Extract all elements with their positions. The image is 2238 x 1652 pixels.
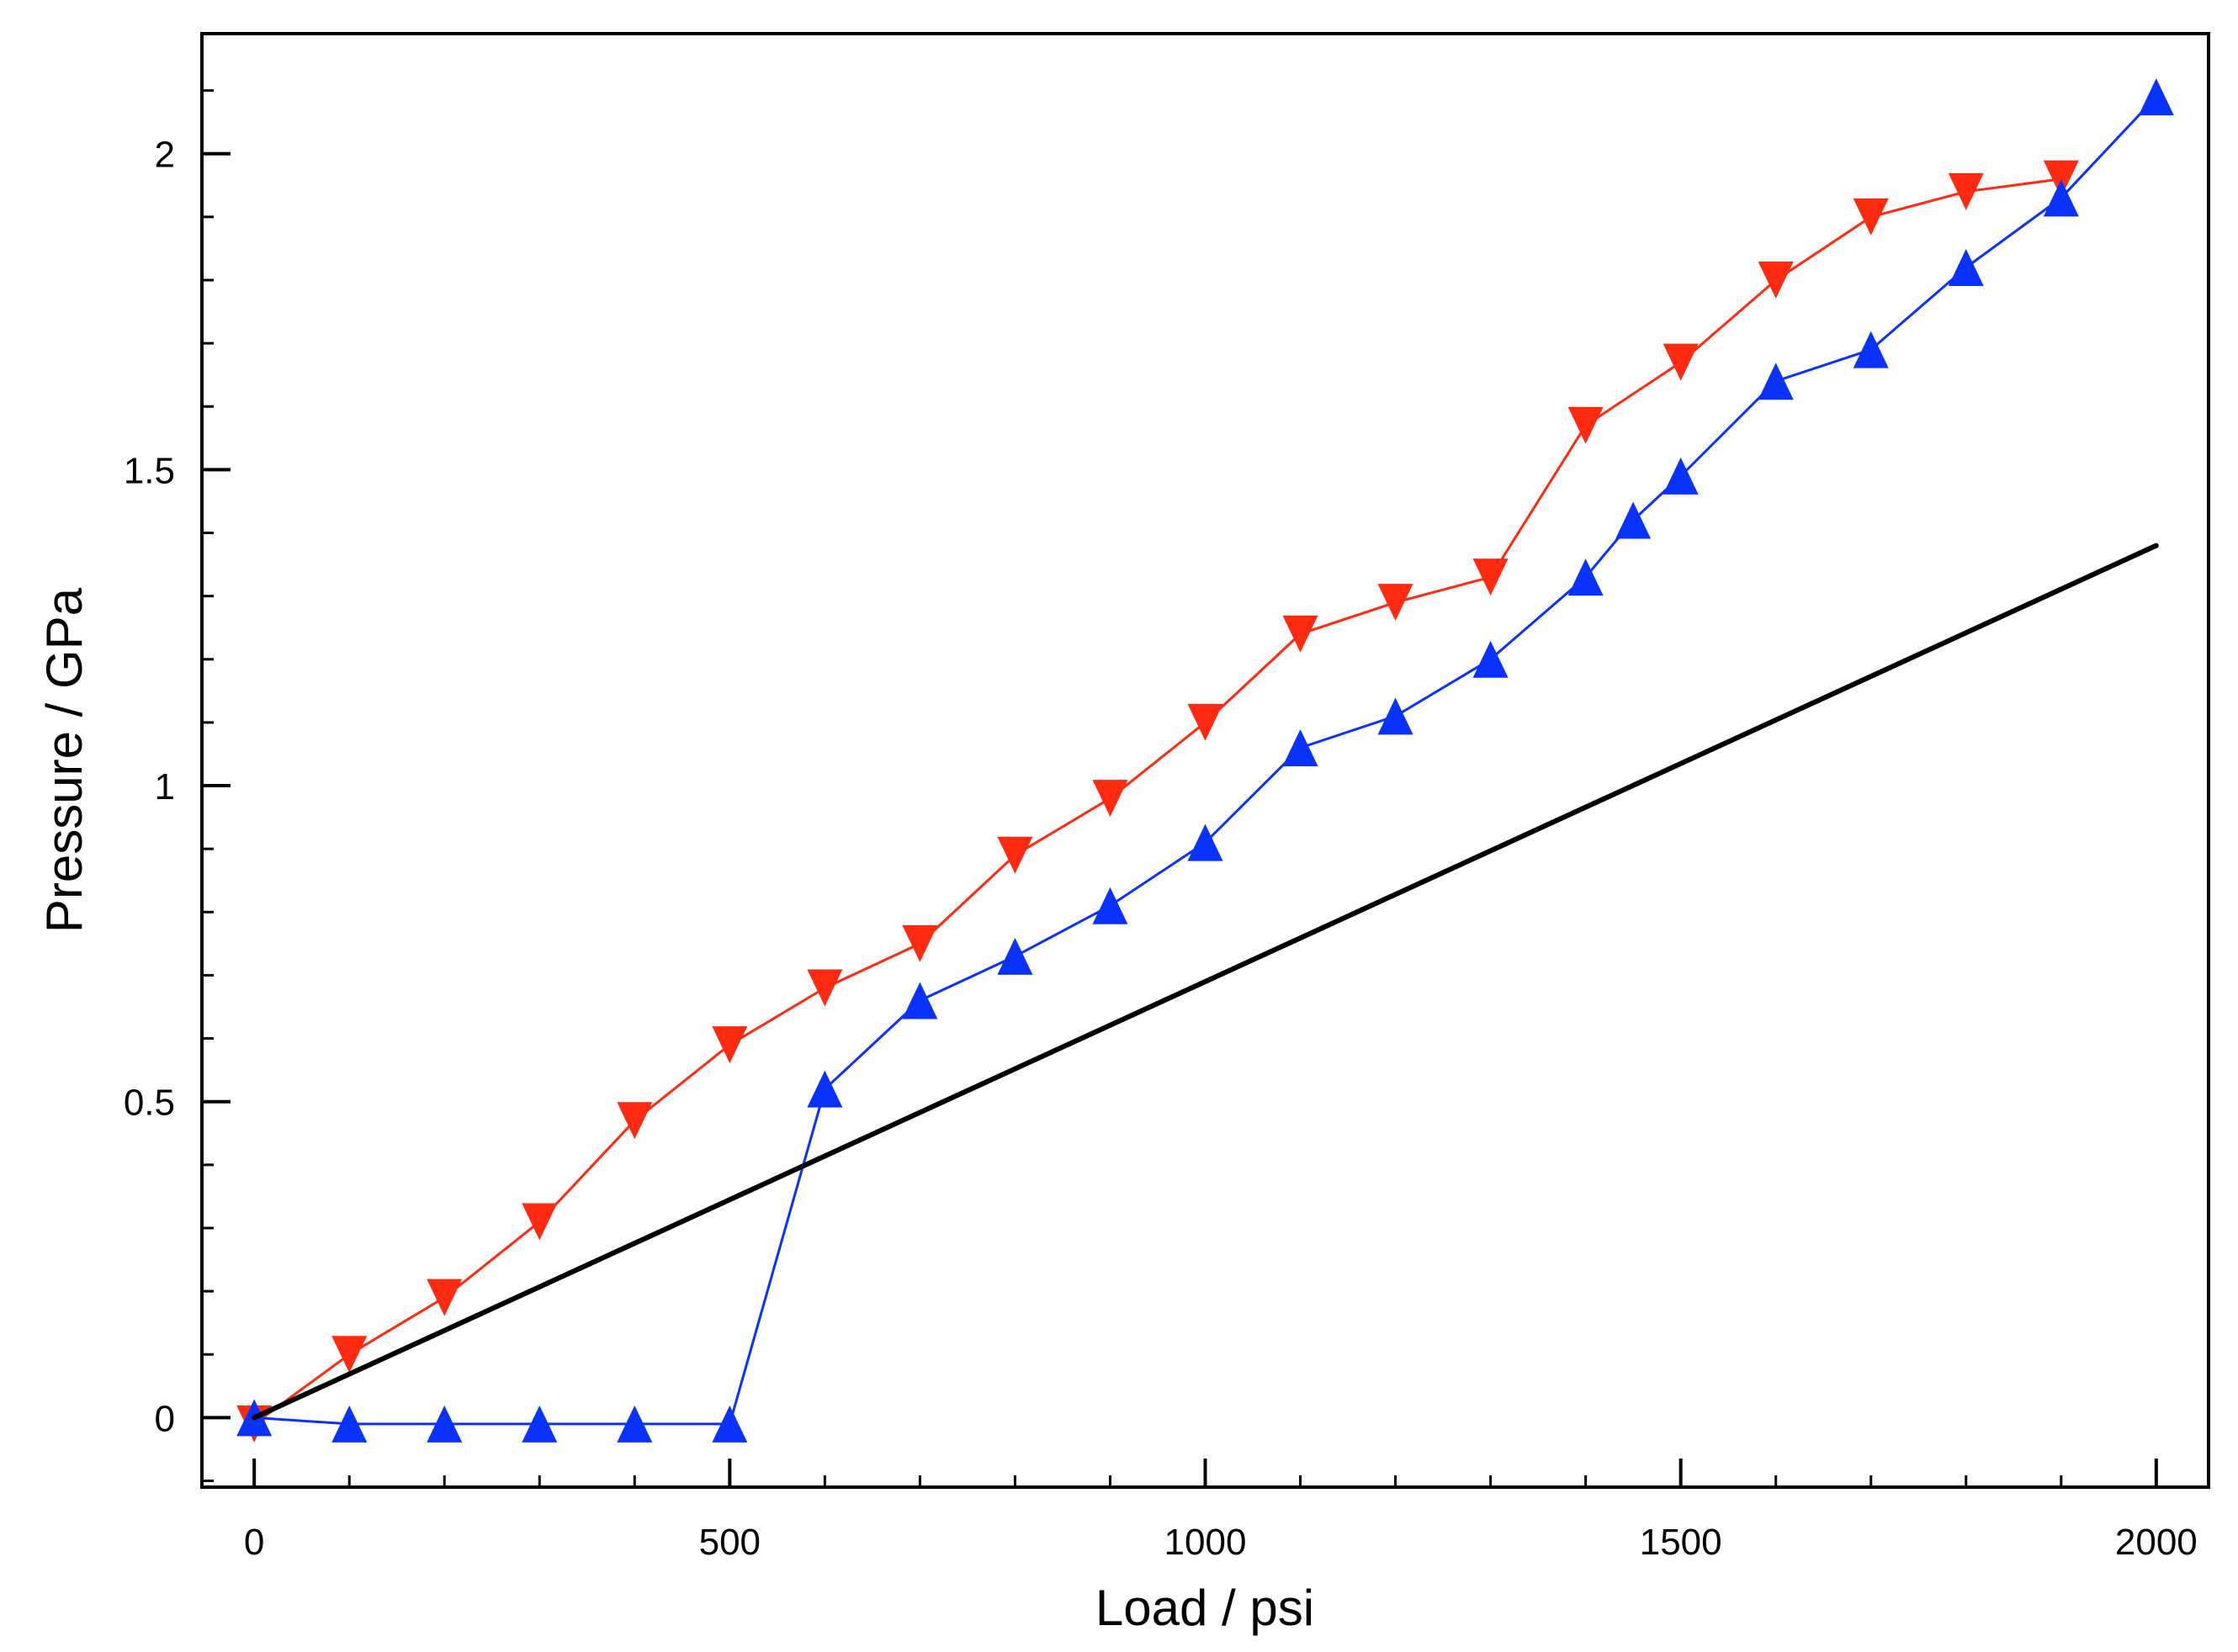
red-series-marker	[1567, 406, 1604, 444]
y-tick-label: 0.5	[124, 1083, 175, 1124]
red-series-line	[252, 177, 2063, 1426]
blue-series-marker	[807, 1070, 843, 1108]
x-tick-label: 0	[244, 1522, 264, 1563]
blue-series-marker	[1187, 823, 1223, 861]
ticks-layer: 0 500 1000 1500 2000 0 0.5 1 1.5 2	[124, 89, 2198, 1563]
red-series-marker	[1187, 703, 1223, 741]
blue-series-line	[252, 95, 2158, 1426]
blue-series-marker	[1948, 248, 1984, 286]
blue-series-marker	[1567, 559, 1604, 596]
blue-series-marker	[1663, 457, 1699, 495]
x-tick-label: 500	[699, 1522, 761, 1563]
blue-series-marker	[1615, 501, 1652, 539]
red-series-marker	[1092, 780, 1128, 818]
y-tick-label: 0	[155, 1398, 175, 1439]
blue-series-marker	[427, 1405, 463, 1443]
red-series-marker	[997, 836, 1033, 874]
blue-series-marker	[2043, 179, 2079, 217]
blue-series-marker	[1377, 697, 1413, 735]
y-axis-title: Pressure / GPa	[36, 587, 93, 933]
red-series-marker	[1663, 343, 1699, 381]
red-series-marker	[1758, 262, 1794, 299]
series-layer	[236, 78, 2174, 1443]
plot-frame	[200, 32, 2210, 1489]
red-series-marker	[712, 1026, 748, 1064]
blue-series-marker	[997, 937, 1033, 975]
red-series-marker	[331, 1336, 368, 1374]
blue-series-marker	[1472, 640, 1509, 678]
blue-series-marker	[902, 982, 938, 1019]
x-axis-title: Load / psi	[1095, 1580, 1314, 1636]
blue-series-marker	[1853, 331, 1889, 368]
red-series-marker	[1472, 559, 1509, 596]
y-tick-label: 1	[155, 766, 175, 807]
red-series-marker	[1853, 198, 1889, 236]
red-series-marker	[522, 1203, 558, 1241]
x-tick-label: 2000	[2115, 1522, 2198, 1563]
black-line-line	[252, 543, 2159, 1421]
blue-series-marker	[1758, 363, 1794, 400]
red-series-marker	[902, 924, 938, 962]
blue-series-marker	[1282, 728, 1318, 766]
blue-series-marker	[617, 1405, 653, 1443]
red-series-marker	[1948, 172, 1984, 210]
y-tick-label: 2	[155, 135, 175, 176]
y-tick-label: 1.5	[124, 450, 175, 491]
x-tick-label: 1500	[1640, 1522, 1722, 1563]
blue-series-marker	[2138, 78, 2174, 116]
red-series-marker	[1282, 615, 1318, 653]
red-series-marker	[1377, 584, 1413, 622]
blue-series-marker	[1092, 887, 1128, 924]
blue-series-marker	[712, 1405, 748, 1443]
red-series-marker	[2043, 160, 2079, 198]
red-series-marker	[427, 1279, 463, 1316]
red-series-marker	[617, 1102, 653, 1140]
red-series-marker	[807, 969, 843, 1007]
x-tick-label: 1000	[1164, 1522, 1247, 1563]
blue-series-marker	[522, 1405, 558, 1443]
blue-series-marker	[331, 1405, 368, 1443]
